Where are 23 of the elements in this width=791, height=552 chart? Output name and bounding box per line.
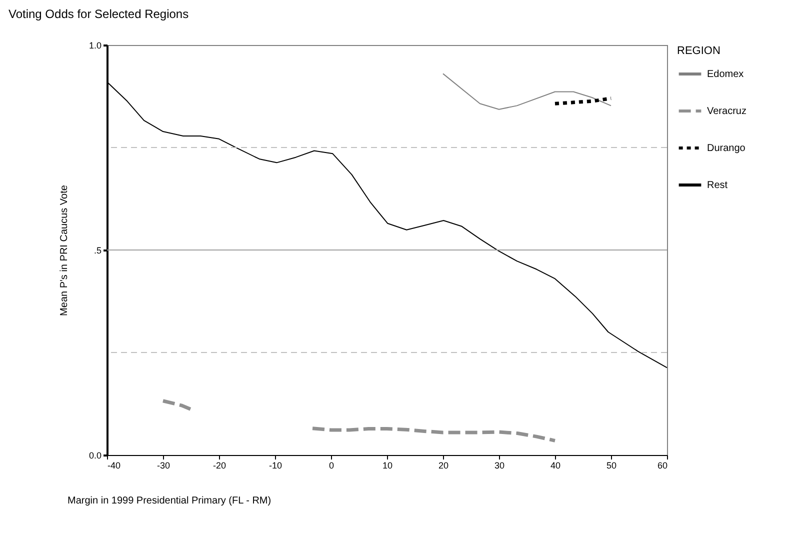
line-series	[442, 73, 612, 110]
x-tick-label: 10	[382, 460, 393, 470]
x-axis-title: Margin in 1999 Presidential Primary (FL - RM)	[68, 496, 272, 506]
y-tick-label: .5	[94, 246, 102, 256]
x-tick-label: -10	[268, 460, 282, 470]
legend-label: Durango	[707, 143, 746, 154]
legend-title: REGION	[677, 45, 720, 57]
x-tick-label: 20	[438, 460, 449, 470]
x-tick-label: 60	[657, 460, 668, 470]
legend-label: Rest	[707, 180, 728, 191]
x-tick-label: 30	[494, 460, 505, 470]
x-tick-label: -30	[156, 460, 170, 470]
y-tick-label: 1.0	[88, 40, 102, 50]
legend-label: Edomex	[707, 69, 744, 80]
y-tick-label: 0.0	[88, 450, 102, 460]
x-tick-label: -40	[108, 460, 121, 470]
x-tick-label: 50	[606, 460, 617, 470]
chart-title: Voting Odds for Selected Regions	[8, 7, 189, 21]
legend-label: Veracruz	[707, 106, 746, 117]
x-tick-label: 0	[328, 460, 334, 470]
y-axis-title: Mean P's in PRI Caucus Vote	[58, 184, 70, 316]
x-tick-label: -20	[212, 460, 226, 470]
x-tick-label: 40	[550, 460, 561, 470]
